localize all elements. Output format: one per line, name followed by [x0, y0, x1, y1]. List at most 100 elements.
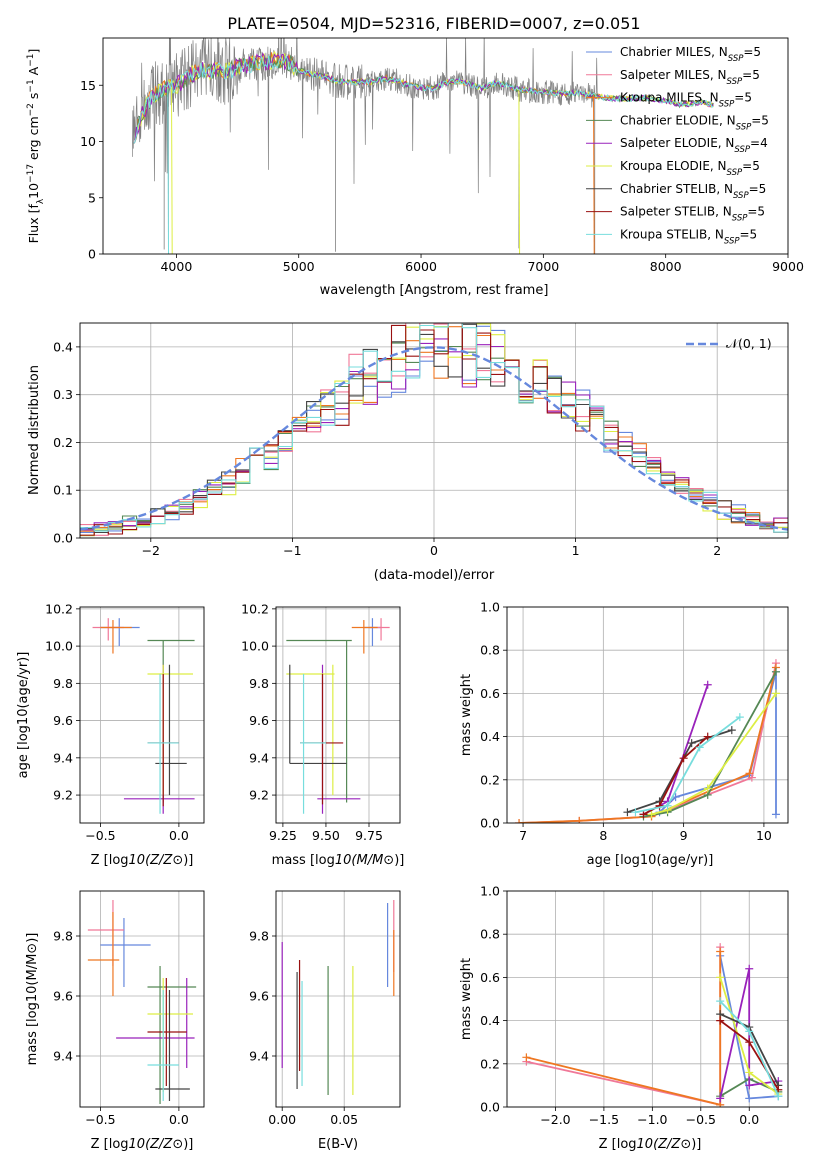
marker-kroupa_stelib — [663, 801, 672, 810]
y-tick-label: 9.2 — [53, 788, 73, 803]
y-tick-label: 9.6 — [249, 989, 269, 1004]
panel-spectrum: 4000 5000 6000 7000 8000 9000 0 5 10 15 wavelength… — [26, 37, 804, 298]
marker-kroupa_elodie — [647, 810, 656, 819]
y-tick-label: 0.3 — [53, 387, 73, 402]
x-tick-label: 7 — [519, 828, 527, 843]
y-tick-label: 0.6 — [480, 686, 500, 701]
x-tick-label: 10 — [756, 828, 772, 843]
y-tick-label: 0.4 — [480, 1013, 500, 1028]
y-tick-label: 0.8 — [480, 643, 500, 658]
y-tick-label: 9.2 — [249, 788, 269, 803]
x-axis-label: wavelength [Angstrom, rest frame] — [320, 283, 549, 298]
plot-area — [522, 943, 783, 1107]
y-tick-label: 5 — [88, 190, 96, 205]
grid-lines — [80, 891, 204, 1107]
x-axis-label: E(B-V) — [318, 1137, 358, 1152]
x-tick-label: 0.0 — [739, 1112, 759, 1127]
panel-age-vs-z: −0.5 0.0 9.2 9.4 9.6 9.8 10.0 10.2 Z [log10(Z/Z⊙… — [16, 601, 205, 868]
marker-kroupa_miles — [522, 1053, 531, 1062]
grid-lines — [276, 607, 400, 823]
marker-chabrier_elodie — [771, 667, 780, 676]
y-tick-label: 9.8 — [53, 929, 73, 944]
y-tick-label: 10.0 — [241, 639, 269, 654]
x-tick-label: −2.0 — [540, 1112, 570, 1127]
plot-layer: 4000 5000 6000 7000 8000 9000051015wavelength… — [16, 37, 804, 1152]
axes-frame — [506, 606, 789, 824]
panel-mass-weight-vs-age: 7 8 9 10 0.0 0.2 0.4 0.6 0.8 1.0 mass weight age [l… — [459, 600, 789, 868]
marker-kroupa_miles — [515, 819, 524, 823]
y-tick-label: 9.8 — [249, 929, 269, 944]
legend-label-salpeter_elodie: Salpeter ELODIE, NSSP=4 — [620, 136, 768, 155]
histogram-kroupa_stelib — [80, 323, 788, 533]
x-axis-label: age [log10(age/yr)] — [587, 853, 714, 868]
marker-kroupa_stelib — [774, 1092, 783, 1101]
marker-salpeter_stelib — [703, 732, 712, 741]
grid-lines — [507, 606, 788, 824]
axes-frame — [79, 890, 205, 1108]
y-tick-label: 9.8 — [249, 676, 269, 691]
gaussian-curve — [80, 346, 788, 531]
marker-kroupa_elodie — [716, 973, 725, 982]
plot-area — [87, 900, 197, 1104]
x-tick-label: 8 — [599, 828, 607, 843]
x-tick-label: 9.50 — [312, 828, 340, 843]
marker-salpeter_elodie — [716, 1094, 725, 1103]
y-tick-label: 0.8 — [480, 927, 500, 942]
x-tick-label: −1.0 — [637, 1112, 667, 1127]
x-tick-label: −0.5 — [85, 1112, 115, 1127]
y-tick-label: 1.0 — [480, 600, 500, 615]
axes-frame — [79, 606, 205, 824]
y-tick-label: 9.4 — [53, 750, 73, 765]
series-kroupa_elodie — [651, 692, 777, 816]
x-tick-label: 9000 — [772, 259, 804, 274]
y-tick-label: 15 — [80, 78, 96, 93]
marker-chabrier_miles — [771, 810, 780, 819]
marker-kroupa_elodie — [771, 689, 780, 698]
x-tick-label: 0.0 — [169, 828, 189, 843]
y-axis-label: mass [log10(M/M⊙)] — [25, 933, 40, 1066]
y-tick-label: 0.2 — [480, 1056, 500, 1071]
legend-label-kroupa_elodie: Kroupa ELODIE, NSSP=5 — [620, 159, 760, 178]
legend-label-chabrier_miles: Chabrier MILES, NSSP=5 — [620, 45, 761, 64]
marker-kroupa_elodie — [745, 1068, 754, 1077]
marker-salpeter_elodie — [745, 964, 754, 973]
x-tick-label: 2 — [713, 543, 721, 558]
y-tick-label: 10.0 — [45, 639, 73, 654]
y-tick-label: 9.6 — [53, 713, 73, 728]
marker-chabrier_stelib — [727, 726, 736, 735]
y-tick-label: 0.4 — [53, 339, 73, 354]
x-axis-label: (data-model)/error — [374, 568, 495, 583]
grid-lines — [276, 891, 400, 1107]
y-tick-label: 10.2 — [45, 601, 73, 616]
axes-frame — [275, 890, 401, 1108]
marker-salpeter_stelib — [639, 810, 648, 819]
marker-chabrier_miles — [745, 1094, 754, 1103]
plot-area — [286, 618, 390, 814]
x-axis-label: Z [log10(Z/Z⊙)] — [91, 853, 194, 868]
y-tick-label: 10 — [80, 134, 96, 149]
marker-chabrier_stelib — [623, 808, 632, 817]
marker-kroupa_stelib — [716, 997, 725, 1006]
x-tick-label: 8000 — [650, 259, 682, 274]
y-tick-label: 0.4 — [480, 729, 500, 744]
y-tick-label: 0.0 — [480, 1100, 500, 1115]
figure-title: PLATE=0504, MJD=52316, FIBERID=0007, z=0… — [227, 14, 640, 33]
grid-lines — [507, 890, 788, 1108]
series-chabrier_elodie — [643, 671, 777, 818]
axes-frame — [506, 890, 789, 1108]
grid-lines — [80, 607, 204, 823]
y-tick-label: 10.2 — [241, 601, 269, 616]
x-tick-label: 7000 — [527, 259, 559, 274]
x-tick-label: −1.5 — [589, 1112, 619, 1127]
legend-label-chabrier_stelib: Chabrier STELIB, NSSP=5 — [620, 182, 766, 201]
marker-salpeter_elodie — [703, 680, 712, 689]
x-tick-label: −2 — [142, 543, 160, 558]
legend: Chabrier MILES, NSSP=5 Salpeter MILES, NS… — [586, 45, 769, 246]
marker-kroupa_miles — [716, 947, 725, 956]
panel-mass-vs-z: −0.5 0.0 9.4 9.6 9.8 Z [log10(Z/Z⊙)] mass [log… — [25, 890, 205, 1152]
model-dip — [593, 95, 595, 254]
y-tick-label: 0 — [88, 247, 96, 262]
y-axis-label: age [log10(age/yr)] — [16, 652, 31, 779]
x-tick-label: 0.00 — [268, 1112, 296, 1127]
